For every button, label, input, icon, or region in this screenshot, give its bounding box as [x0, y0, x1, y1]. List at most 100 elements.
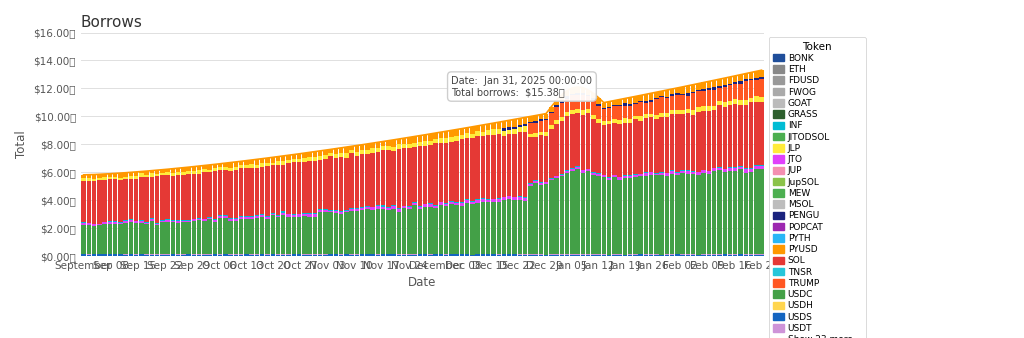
Bar [250, 255, 254, 256]
Bar [581, 170, 585, 173]
Bar [686, 96, 690, 109]
Bar [691, 172, 695, 174]
Bar [460, 202, 464, 203]
Bar [239, 255, 244, 256]
Bar [507, 196, 511, 199]
Bar [707, 106, 712, 111]
Bar [450, 202, 454, 204]
Bar [312, 255, 317, 256]
Bar [113, 221, 118, 222]
Bar [260, 255, 264, 256]
Bar [497, 199, 501, 202]
Bar [166, 222, 170, 254]
Bar [87, 178, 91, 182]
Bar [134, 178, 138, 221]
Bar [134, 254, 138, 255]
Bar [517, 127, 522, 132]
Bar [208, 172, 212, 217]
Bar [171, 173, 175, 176]
Bar [654, 119, 658, 173]
Bar [633, 174, 638, 175]
Bar [160, 254, 165, 255]
Bar [376, 205, 380, 206]
Bar [329, 210, 333, 211]
Bar [255, 215, 259, 216]
Bar [287, 214, 291, 217]
Bar [497, 129, 501, 134]
Bar [129, 222, 133, 254]
Bar [612, 106, 616, 119]
Bar [339, 157, 343, 211]
Bar [144, 223, 148, 224]
Bar [81, 225, 86, 254]
Bar [707, 174, 712, 254]
Bar [396, 144, 401, 149]
Bar [654, 99, 658, 115]
Bar [329, 212, 333, 254]
Bar [565, 255, 569, 256]
Bar [596, 98, 601, 104]
Bar [428, 134, 433, 141]
Bar [302, 213, 306, 214]
Bar [292, 154, 296, 159]
Bar [176, 175, 180, 219]
Bar [408, 209, 412, 254]
Bar [450, 130, 454, 137]
Bar [260, 164, 264, 167]
Bar [401, 148, 407, 206]
Bar [438, 205, 443, 254]
Bar [507, 120, 511, 127]
Bar [644, 254, 648, 255]
Bar [408, 254, 412, 255]
Bar [160, 173, 165, 175]
Bar [108, 179, 112, 221]
Bar [623, 103, 627, 106]
Bar [512, 200, 517, 254]
Bar [644, 94, 648, 101]
Bar [302, 254, 306, 255]
Bar [413, 202, 417, 203]
Bar [607, 121, 611, 124]
Bar [228, 219, 232, 221]
Bar [565, 96, 569, 99]
Bar [81, 222, 86, 223]
Bar [381, 146, 385, 150]
Bar [633, 116, 638, 119]
Bar [349, 150, 354, 153]
Bar [602, 255, 606, 256]
Bar [701, 82, 706, 89]
Bar [670, 255, 675, 256]
Bar [450, 142, 454, 201]
Bar [696, 91, 700, 107]
Bar [418, 146, 422, 206]
Bar [523, 118, 527, 124]
Bar [723, 255, 727, 256]
Bar [450, 201, 454, 202]
Bar [186, 220, 190, 221]
Bar [349, 254, 354, 255]
Bar [549, 125, 554, 129]
Bar [502, 255, 506, 256]
Bar [155, 170, 160, 174]
Bar [371, 210, 375, 254]
Bar [586, 90, 590, 95]
Bar [733, 104, 737, 167]
Bar [275, 217, 281, 254]
Y-axis label: Total: Total [15, 130, 28, 158]
Bar [371, 254, 375, 256]
Bar [250, 160, 254, 164]
Bar [759, 97, 764, 102]
Bar [354, 254, 359, 255]
Bar [707, 255, 712, 256]
Bar [423, 135, 427, 141]
Bar [628, 123, 633, 175]
Bar [218, 215, 222, 216]
Bar [492, 123, 496, 129]
Bar [517, 132, 522, 196]
Bar [686, 109, 690, 113]
Bar [275, 156, 281, 161]
Bar [486, 199, 490, 202]
Bar [475, 136, 480, 199]
Bar [528, 134, 532, 138]
Bar [166, 169, 170, 172]
